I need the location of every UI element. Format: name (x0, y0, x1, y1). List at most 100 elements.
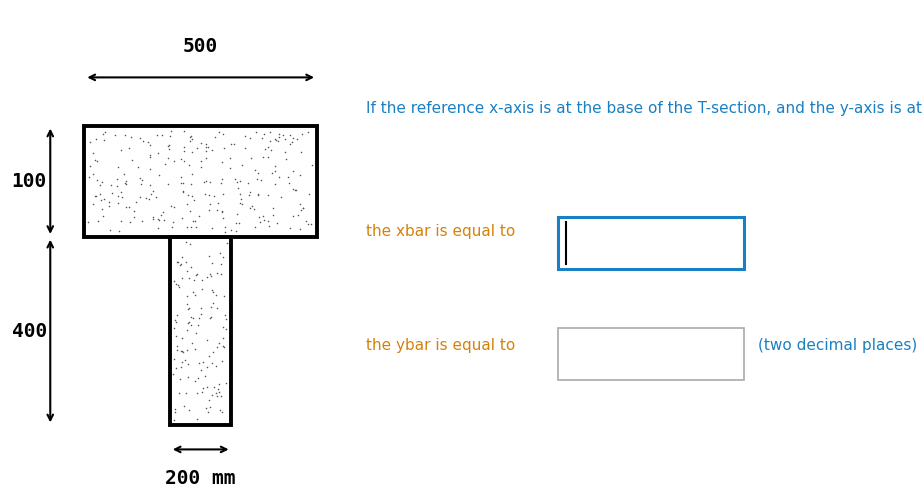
Point (296, 204, 310, 212)
Point (278, 147, 293, 155)
Point (235, 161, 249, 169)
Point (110, 175, 125, 183)
Point (229, 177, 244, 185)
Point (207, 383, 222, 391)
Point (288, 186, 303, 194)
Point (196, 178, 211, 186)
Point (250, 191, 265, 199)
Point (232, 190, 247, 198)
Point (121, 144, 136, 152)
Point (109, 182, 124, 190)
Point (296, 204, 310, 212)
Point (172, 283, 187, 291)
Point (271, 138, 286, 145)
Point (172, 389, 187, 397)
Point (262, 137, 277, 145)
Point (169, 364, 184, 372)
Text: 100: 100 (12, 172, 47, 191)
Point (208, 362, 223, 370)
Point (194, 285, 209, 293)
Point (175, 347, 189, 355)
Point (181, 373, 196, 381)
Point (177, 356, 192, 364)
Point (193, 366, 208, 374)
Point (213, 392, 228, 400)
Point (188, 271, 203, 279)
Point (286, 134, 300, 141)
Point (135, 217, 150, 225)
Point (174, 179, 188, 187)
Point (118, 132, 133, 140)
Point (155, 209, 170, 216)
Text: the xbar is equal to: the xbar is equal to (366, 224, 516, 239)
Point (175, 358, 189, 366)
Point (286, 167, 300, 175)
Point (293, 172, 308, 179)
Point (208, 291, 223, 299)
Point (83, 163, 98, 171)
Point (202, 403, 217, 411)
Point (179, 223, 194, 231)
Point (86, 170, 101, 178)
Point (97, 136, 112, 144)
Text: the ybar is equal to: the ybar is equal to (366, 338, 516, 352)
Point (121, 203, 136, 211)
Point (175, 274, 189, 282)
Point (90, 157, 104, 165)
Point (181, 318, 196, 326)
Point (186, 217, 201, 225)
Point (166, 417, 181, 424)
Point (215, 323, 230, 331)
Point (108, 131, 123, 139)
Point (127, 207, 141, 215)
Point (210, 200, 225, 208)
Point (283, 224, 298, 232)
Point (188, 345, 202, 353)
Text: (two decimal places): (two decimal places) (758, 338, 917, 352)
Point (174, 260, 188, 268)
Point (110, 163, 125, 171)
Point (152, 171, 167, 179)
Point (115, 193, 129, 201)
Point (235, 201, 249, 209)
Point (223, 164, 237, 172)
Point (215, 175, 230, 182)
Point (228, 219, 243, 227)
Point (203, 270, 218, 278)
Point (283, 131, 298, 139)
Point (123, 218, 138, 226)
Point (213, 249, 227, 257)
Point (216, 214, 231, 222)
Point (162, 144, 176, 152)
Point (201, 396, 216, 404)
Point (88, 192, 103, 200)
Point (294, 207, 309, 214)
Point (194, 157, 209, 165)
Point (218, 312, 233, 319)
Bar (84, 126, 317, 237)
Point (180, 326, 195, 334)
Point (111, 192, 126, 200)
Point (220, 239, 235, 247)
Point (205, 286, 220, 294)
Point (258, 145, 273, 153)
Point (93, 181, 108, 189)
Point (199, 404, 213, 412)
Point (191, 320, 206, 328)
Point (300, 128, 315, 136)
Point (167, 405, 182, 413)
Point (218, 379, 233, 387)
Point (216, 130, 231, 138)
Point (188, 223, 203, 231)
Point (116, 170, 131, 177)
Point (169, 332, 184, 340)
Point (153, 211, 168, 219)
Point (203, 303, 218, 311)
Point (164, 203, 178, 211)
Point (276, 131, 291, 139)
Point (247, 206, 261, 213)
Point (193, 139, 208, 147)
Point (111, 200, 126, 208)
Point (204, 224, 219, 232)
Point (162, 141, 176, 149)
